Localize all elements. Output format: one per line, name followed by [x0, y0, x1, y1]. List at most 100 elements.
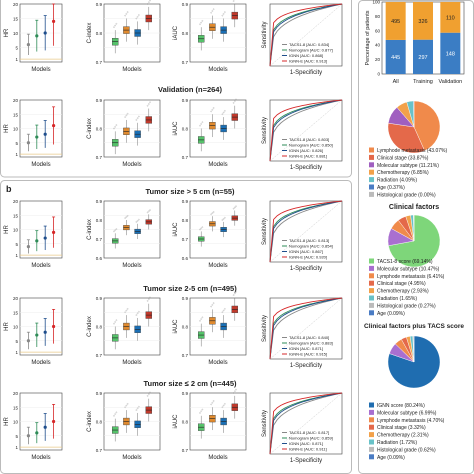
hr-point [35, 135, 39, 139]
hr-tick-label: 15 [13, 17, 19, 22]
pie-3: IGNN score (80.24%)Molecular subtype (6.… [369, 335, 445, 461]
box-outlier [135, 17, 138, 20]
bar-tick-label: 0 [377, 72, 380, 77]
hr-tick-label: 1 [15, 152, 18, 157]
hr-tick-label: 1 [15, 253, 18, 258]
box-outlier [212, 107, 215, 109]
box-outlier [115, 22, 118, 25]
box-outlier [199, 23, 201, 26]
box-outlier [199, 228, 201, 231]
roc-xlabel: 1-Specificity [290, 165, 322, 171]
roc-curve [269, 200, 343, 263]
hr-point [26, 43, 30, 47]
pie-legend-swatch [369, 288, 374, 294]
box-outlier [224, 403, 226, 405]
bar-segment [413, 2, 433, 40]
box-outlier [114, 24, 116, 27]
box-outlier [135, 314, 138, 316]
pie-legend-swatch [369, 258, 374, 264]
pie-legend-swatch [369, 162, 374, 168]
bar-value-label: 326 [418, 19, 427, 25]
box-outlier [126, 11, 129, 13]
box-tick-label: 0.7 [182, 448, 189, 453]
hr-tick-label: 10 [13, 325, 19, 330]
box-outlier [124, 116, 126, 118]
box-outlier [212, 400, 215, 402]
box-outlier [148, 393, 150, 395]
box-outlier [234, 292, 236, 295]
box-outlier [221, 406, 224, 408]
box-outlier [125, 309, 128, 312]
roc-curve [269, 3, 343, 67]
box-outlier [124, 217, 126, 219]
pie-legend-swatch [369, 169, 374, 175]
roc-legend-label: IGNN-E [AUC: 0.920] [289, 255, 327, 260]
hr-tick-label: 1 [15, 350, 18, 355]
box-outlier [211, 212, 214, 214]
box-outlier [199, 412, 201, 414]
box-tick-label: 0.8 [182, 218, 189, 223]
box-xlabel: Models [122, 263, 141, 269]
box-tick-label: 0.9 [96, 199, 103, 204]
roc-curve [269, 99, 343, 162]
pie-legend-label: Molecular subtype (10.47%) [377, 266, 440, 272]
box-tick-label: 0.7 [96, 448, 103, 453]
hr-point [35, 431, 39, 435]
box-outlier [114, 321, 116, 323]
pie-legend-swatch [369, 280, 374, 286]
pie-legend-label: IGNN score (80.24%) [377, 403, 425, 409]
hr-tick-label: 15 [13, 310, 19, 315]
box-tick-label: 0.8 [96, 218, 103, 223]
pie-legend-swatch [369, 454, 374, 460]
box-tick-label: 0.7 [96, 60, 103, 65]
box-outlier [113, 26, 115, 28]
pie-legend-label: Clinical stage (4.95%) [377, 281, 426, 287]
box-tick-label: 0.8 [96, 420, 103, 425]
box-outlier [126, 112, 129, 115]
hr-tick-label: 15 [13, 112, 19, 117]
box-outlier [201, 226, 204, 228]
hr-tick-label: 15 [13, 405, 19, 410]
box-xlabel: Models [208, 360, 227, 366]
hr-tick-label: 5 [15, 339, 18, 344]
box-outlier [222, 13, 225, 15]
pie-legend-swatch [369, 191, 374, 197]
panel-a-border [0, 0, 352, 178]
hr-point [43, 132, 47, 136]
box-outlier [211, 401, 214, 404]
box-outlier [138, 115, 140, 118]
box-tick-label: 0.7 [96, 155, 103, 160]
roc-curve [269, 392, 343, 455]
box-ylabel: iAUC [173, 414, 179, 429]
box-outlier [136, 117, 139, 119]
box-tick-label: 0.9 [96, 98, 103, 103]
box-outlier [149, 209, 151, 211]
box-outlier [235, 290, 237, 293]
bar-segment [440, 32, 461, 74]
box-ylabel: C-index [87, 411, 93, 432]
box-outlier [211, 304, 214, 306]
box-outlier [136, 16, 139, 18]
box-tick-label: 0.9 [96, 2, 103, 7]
pie-legend-swatch [369, 273, 374, 279]
box-outlier [125, 404, 128, 407]
box-outlier [136, 312, 139, 315]
pie-legend-label: Chemotherapy (2.93%) [377, 289, 429, 295]
bar-value-label: 110 [446, 15, 455, 21]
box-ylabel: C-index [87, 118, 93, 139]
roc-legend-label: IGNN-E [AUC: 0.913] [289, 59, 327, 64]
box-outlier [232, 0, 235, 2]
roc-legend-label: IGNN [AUC: 0.867] [289, 249, 323, 254]
pie-slice [387, 122, 425, 154]
box-outlier [138, 405, 140, 408]
box-outlier [148, 103, 150, 105]
box-tick-label: 0.6 [96, 256, 103, 261]
roc-legend-label: TACS1-8 [AUC: 0.813] [289, 238, 329, 243]
roc-curve [269, 200, 343, 263]
box-outlier [115, 319, 118, 321]
metrics-row-0: 15101520HRModels0.70.80.9C-indexModels0.… [4, 0, 343, 76]
box-outlier [125, 216, 128, 218]
box-tick-label: 0.7 [96, 353, 103, 358]
roc-legend-label: Nomogram [AUC: 0.854] [289, 244, 333, 249]
